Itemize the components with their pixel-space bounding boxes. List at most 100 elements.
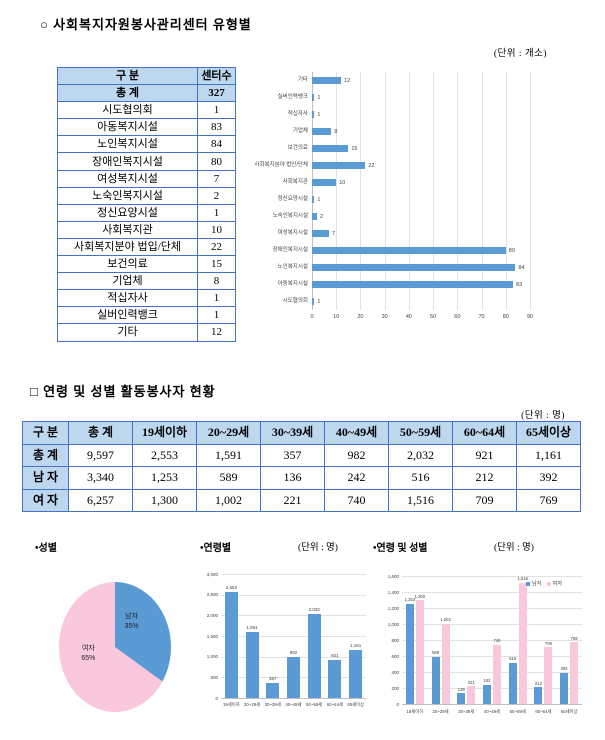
tick-label: 60 [454,314,461,320]
grid-line [530,72,531,310]
category-label: 정신요양시설 [277,196,308,202]
table-row: 노숙인복지시설 2 [57,186,236,205]
bar-value-label: 709 [544,640,552,646]
row-header: 총 계 [22,443,69,467]
table-cell: 357 [260,443,325,467]
bar [312,162,366,169]
category-label: 보건의료 [287,145,308,151]
category-label: 실버인력뱅크 [277,94,308,100]
grid-line [360,72,362,310]
table-cell: 769 [516,488,581,512]
table-row: 아동복지시설 83 [57,118,236,137]
table-cell: 노인복지시설 [57,135,198,154]
table-cell: 시도협의회 [57,101,198,120]
bar [312,298,315,305]
bar-value-label: 7 [331,230,336,237]
bar-value-label: 1,300 [414,593,426,599]
tick-label: 1,000 [387,621,399,627]
table-cell: 221 [260,488,325,512]
table-row: 사회복지분야 법입/단체 22 [57,237,236,257]
bar [312,94,315,101]
tick-label: 200 [391,685,399,691]
section2-title: □ 연령 및 성별 활동봉사자 현황 [30,384,216,399]
bar-value-label: 80 [508,247,515,254]
table-cell: 사회복지분야 법입/단체 [57,237,198,257]
table-row: 총 계 9,597 2,553 1,591 357 982 2,032 921 1,161 [22,443,581,467]
age-gender-chart-unit-label: (단위 : 명) [494,543,534,553]
table-cell: 기업체 [57,272,198,291]
bar-value-label: 221 [467,679,475,685]
center-type-table-head: 구 분 센터수 [57,66,236,86]
pie-label: 여자 65% [81,644,95,664]
bar [560,672,569,704]
tick-label: 500 [210,674,218,680]
tick-label: 3,000 [206,571,218,577]
bar-value-label: 212 [534,680,542,686]
category-label: 노인복지시설 [277,264,308,270]
age-gender-bar-chart: 0 200 400 600 800 1,000 1,200 1,400 1,600 1,253 1,… [376,566,592,734]
axis-line [402,704,582,705]
bar [312,77,342,84]
table-row: 시도협의회 1 [57,101,236,120]
bar [266,683,280,698]
tick-label: 20 [357,314,364,320]
bar [245,632,259,698]
bar-value-label: 15 [351,145,358,152]
tick-label: 70 [478,314,485,320]
table-cell: 실버인력뱅크 [57,306,198,325]
bar-value-label: 516 [509,656,517,662]
bar-value-label: 1,253 [404,597,416,603]
column-header: 60~64세 [452,421,517,445]
category-label: 30~39세 [458,709,475,714]
bar-value-label: 2 [319,213,323,220]
section1-unit-label: (단위 : 개소) [493,49,547,59]
bar [493,644,501,704]
table-cell: 1,253 [132,466,197,490]
bar-value-label: 392 [560,666,568,672]
category-label: 적십자사 [287,111,308,117]
pie-label-name: 남자 [125,612,139,620]
bar-value-label: 921 [331,652,339,658]
table-row: 정신요양시설 1 [57,203,236,222]
table-cell: 노숙인복지시설 [57,186,198,205]
tick-label: 800 [391,637,399,643]
category-label: 50~59세 [306,702,323,707]
age-gender-chart-title: •연령 및 성별 [373,543,428,554]
pie-label-pct: 35% [124,622,139,630]
bar-value-label: 22 [368,162,375,169]
grid-line [402,672,582,673]
bar-value-label: 1,516 [517,576,528,582]
grid-line [221,594,366,596]
bar [415,600,424,704]
column-header: 구 분 [22,421,69,445]
bar-value-label: 740 [493,638,501,644]
bar-value-label: 242 [483,678,491,684]
category-label: 아동복지시설 [277,281,308,287]
table-row: 기타 12 [57,323,236,342]
table-cell: 사회복지관 [57,220,198,239]
tick-label: 1,000 [206,654,218,660]
bar-value-label: 2,032 [308,607,320,612]
category-label: 65세이상 [347,702,364,707]
bar [405,603,414,704]
bar [483,684,491,704]
table-row: 기업체 8 [57,272,236,291]
grid-line [433,72,435,310]
bar [349,650,363,698]
category-label: 노숙인복지시설 [272,213,308,219]
center-type-table-body: 총 계 327 시도협의회 1 아동복지시설 83 노인복지시설 84 장애인복지시설 80 여성복… [57,84,236,342]
table-cell: 83 [197,118,236,137]
grid-line [408,72,410,310]
axis-line [221,698,366,699]
legend-item: 여자 [546,580,563,587]
table-cell: 3,340 [68,466,133,490]
table-cell: 1 [197,203,236,222]
legend-label: 여자 [552,581,563,587]
table-cell: 516 [388,466,453,490]
column-header: 65세이상 [516,421,581,445]
bar [534,687,543,704]
table-cell: 7 [197,169,236,188]
category-label: 40~49세 [285,702,302,707]
bar [312,247,506,254]
